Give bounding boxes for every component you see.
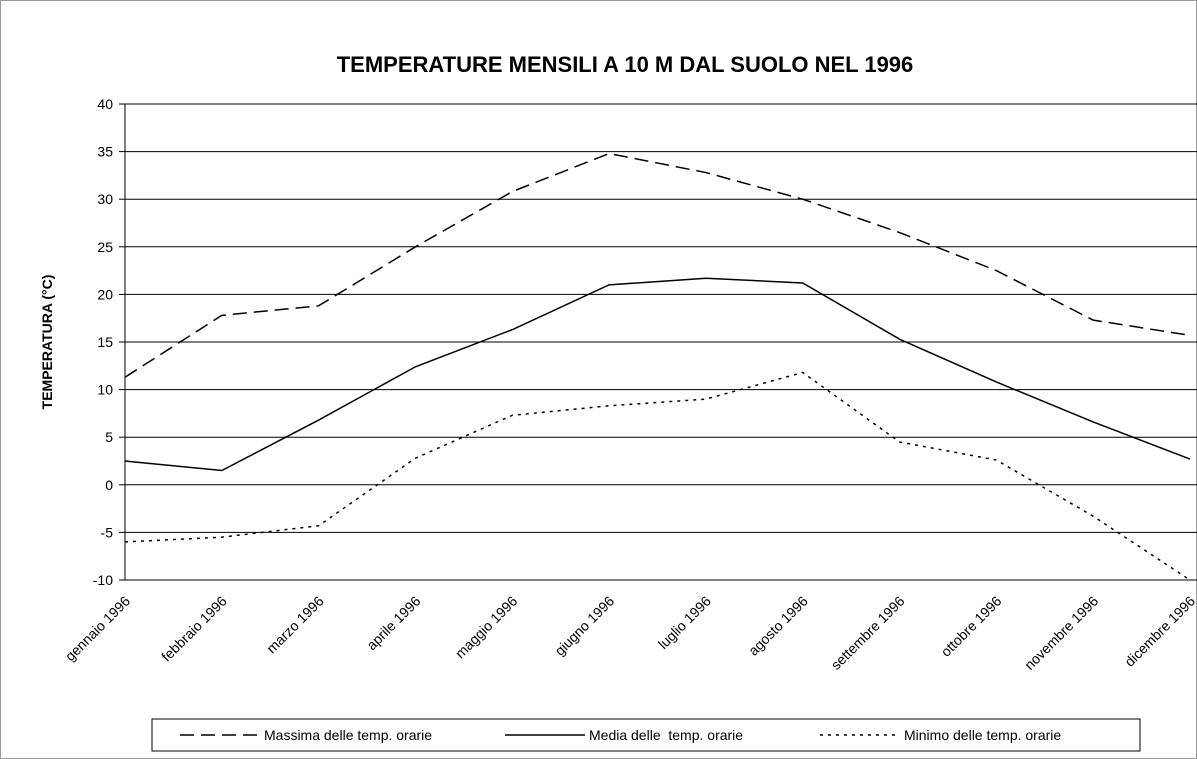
y-tick-label: 15: [97, 334, 113, 350]
line-series: [124, 371, 1191, 581]
x-tick-label: luglio 1996: [655, 593, 714, 652]
x-tick-label: ottobre 1996: [938, 593, 1005, 660]
line-series: [124, 152, 1191, 378]
x-tick-label: gennaio 1996: [62, 593, 133, 664]
legend-label: Massima delle temp. orarie: [264, 727, 432, 743]
x-tick-label: marzo 1996: [263, 593, 327, 657]
y-tick-label: -5: [101, 524, 114, 540]
y-tick-label: 40: [97, 96, 113, 112]
legend-label: Media delle temp. orarie: [589, 727, 743, 743]
x-tick-label: agosto 1996: [745, 593, 811, 659]
chart-title: TEMPERATURE MENSILI A 10 M DAL SUOLO NEL…: [337, 52, 914, 77]
x-tick-label: dicembre 1996: [1121, 593, 1197, 670]
x-tick-label: aprile 1996: [363, 593, 423, 653]
legend-box: [151, 718, 1141, 752]
y-tick-label: 5: [105, 429, 113, 445]
x-tick-label: febbraio 1996: [158, 593, 230, 665]
y-tick-label: 10: [97, 382, 113, 398]
y-axis-label: TEMPERATURA (°C): [39, 275, 55, 410]
x-tick-label: novembre 1996: [1021, 593, 1101, 673]
y-tick-label: 35: [97, 144, 113, 160]
line-series: [124, 277, 1191, 472]
y-tick-label: -10: [93, 572, 113, 588]
x-tick-label: settembre 1996: [828, 593, 908, 673]
x-tick-label: maggio 1996: [452, 593, 521, 662]
y-tick-label: 20: [97, 286, 113, 302]
y-tick-label: 0: [105, 477, 113, 493]
y-tick-label: 25: [97, 239, 113, 255]
x-tick-label: giugno 1996: [551, 593, 617, 659]
y-tick-label: 30: [97, 191, 113, 207]
legend-label: Minimo delle temp. orarie: [904, 727, 1061, 743]
